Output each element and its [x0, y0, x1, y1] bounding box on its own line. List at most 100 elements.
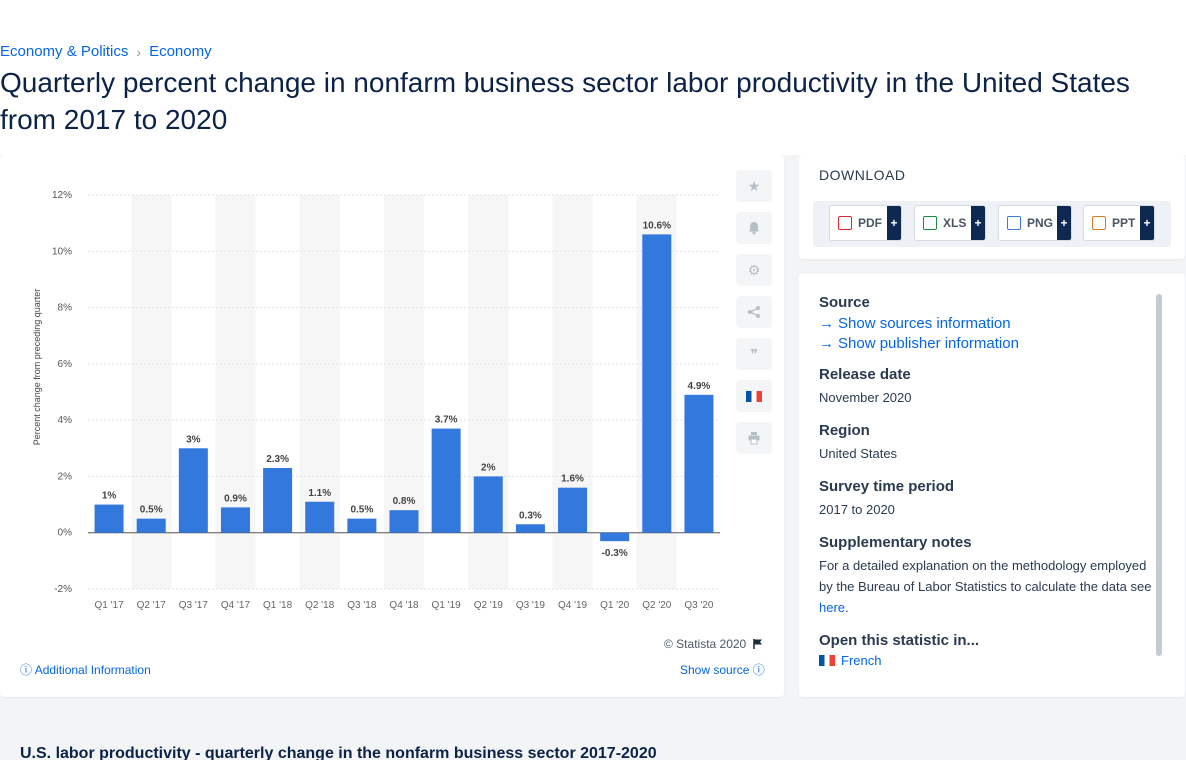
here-link[interactable]: here — [819, 600, 846, 615]
quote-icon[interactable]: ❞ — [736, 338, 772, 370]
breadcrumb-economy[interactable]: Economy — [149, 43, 212, 60]
download-pdf-label: PDF — [858, 216, 882, 230]
data-label: 1.1% — [308, 488, 331, 499]
bar[interactable] — [642, 234, 672, 533]
bar[interactable] — [389, 510, 419, 533]
region-heading: Region — [819, 422, 870, 439]
y-tick-label: 10% — [52, 246, 72, 257]
data-label: 2% — [481, 462, 496, 473]
bar[interactable] — [684, 394, 714, 533]
x-tick-label: Q4 '17 — [221, 600, 251, 611]
bar[interactable] — [600, 532, 630, 542]
y-tick-label: 4% — [58, 415, 73, 426]
top-band — [0, 0, 1186, 155]
download-xls-plus: + — [971, 206, 985, 240]
download-ppt-button[interactable]: PPT + — [1083, 205, 1155, 241]
download-pdf-plus: + — [887, 206, 901, 240]
y-tick-label: 2% — [58, 471, 73, 482]
show-source-link[interactable]: Show source ⓘ — [680, 661, 765, 678]
x-tick-label: Q3 '20 — [684, 600, 714, 611]
x-tick-label: Q2 '19 — [474, 600, 504, 611]
related-statistic-title[interactable]: U.S. labor productivity - quarterly chan… — [20, 745, 657, 760]
data-labels: 1% 0.5% 3% 0.9% 2.3% 1.1% 0.5% 0.8% 3.7% 2% 0.3% 1.… — [102, 220, 711, 559]
additional-info-label: Additional Information — [34, 663, 151, 677]
x-tick-label: Q2 '17 — [137, 600, 167, 611]
french-flag-icon[interactable] — [736, 380, 772, 412]
y-axis-label: Percent change from preceding quarter — [32, 289, 42, 446]
download-pdf-button[interactable]: PDF + — [829, 205, 902, 241]
release-date-value: November 2020 — [819, 390, 912, 405]
x-tick-labels: Q1 '17 Q2 '17 Q3 '17 Q4 '17 Q1 '18 Q2 '18 Q3 '… — [94, 600, 713, 611]
y-tick-label: 6% — [58, 359, 73, 370]
download-png-label: PNG — [1027, 216, 1054, 230]
bar[interactable] — [263, 467, 293, 533]
supplementary-notes-body: For a detailed explanation on the method… — [819, 558, 1152, 594]
survey-period-value: 2017 to 2020 — [819, 502, 895, 517]
bar[interactable] — [473, 476, 503, 533]
bar[interactable] — [178, 448, 208, 533]
y-tick-label: 0% — [58, 528, 73, 539]
x-tick-label: Q2 '20 — [642, 600, 672, 611]
x-tick-label: Q3 '18 — [347, 600, 377, 611]
pdf-file-icon — [838, 216, 852, 230]
y-tick-label: 8% — [58, 303, 73, 314]
open-french-link[interactable]: French — [819, 653, 1159, 668]
source-heading: Source — [819, 294, 870, 311]
additional-info-link[interactable]: ⓘ Additional Information — [20, 661, 151, 678]
open-statistic-heading: Open this statistic in... — [819, 632, 980, 649]
bar[interactable] — [94, 504, 124, 533]
release-date-heading: Release date — [819, 366, 911, 383]
bar[interactable] — [558, 487, 588, 533]
x-tick-label: Q3 '19 — [516, 600, 546, 611]
download-xls-button[interactable]: XLS + — [914, 205, 986, 241]
data-label: 1% — [102, 491, 117, 502]
x-tick-label: Q1 '19 — [432, 600, 462, 611]
data-label: 0.3% — [519, 510, 542, 521]
bar[interactable] — [347, 518, 377, 533]
info-circle-icon: ⓘ — [20, 663, 33, 677]
gear-icon[interactable]: ⚙ — [736, 254, 772, 286]
chart-bars — [94, 234, 714, 542]
show-publisher-link[interactable]: → Show publisher information — [819, 335, 1159, 352]
data-label: 0.8% — [393, 496, 416, 507]
x-tick-label: Q4 '19 — [558, 600, 588, 611]
y-tick-labels: 12% 10% 8% 6% 4% 2% 0% -2% — [52, 190, 72, 595]
page-title: Quarterly percent change in nonfarm busi… — [0, 67, 1130, 135]
data-label: 10.6% — [643, 220, 671, 231]
download-heading: DOWNLOAD — [819, 167, 906, 183]
bar[interactable] — [515, 524, 545, 533]
info-circle-icon: ⓘ — [752, 663, 765, 677]
statistic-info-scroll[interactable]: Source → Show sources information → Show… — [819, 294, 1159, 679]
data-label: 1.6% — [561, 474, 584, 485]
download-png-button[interactable]: PNG + — [998, 205, 1072, 241]
x-tick-label: Q1 '17 — [94, 600, 124, 611]
download-ppt-plus: + — [1140, 206, 1154, 240]
bar[interactable] — [220, 507, 250, 533]
x-tick-label: Q1 '20 — [600, 600, 630, 611]
ppt-file-icon — [1092, 216, 1106, 230]
data-label: 0.5% — [350, 505, 373, 516]
flag-icon[interactable] — [752, 638, 764, 650]
data-label: 0.5% — [140, 505, 163, 516]
bar[interactable] — [305, 501, 335, 533]
download-card: DOWNLOAD PDF + XLS + PNG + PPT + — [799, 155, 1185, 259]
french-flag-icon — [819, 655, 835, 666]
breadcrumb: Economy & Politics › Economy — [0, 43, 212, 60]
bar[interactable] — [431, 428, 461, 533]
data-label: 3% — [186, 434, 201, 445]
breadcrumb-economy-politics[interactable]: Economy & Politics — [0, 43, 129, 60]
arrow-right-icon: → — [819, 315, 834, 332]
star-icon[interactable]: ★ — [736, 170, 772, 202]
download-ppt-label: PPT — [1112, 216, 1136, 230]
bar[interactable] — [136, 518, 166, 533]
show-publisher-label: Show publisher information — [838, 335, 1019, 352]
show-sources-link[interactable]: → Show sources information — [819, 315, 1159, 332]
print-icon[interactable] — [736, 422, 772, 454]
data-label: 4.9% — [688, 381, 711, 392]
download-png-plus: + — [1057, 206, 1071, 240]
share-icon[interactable] — [736, 296, 772, 328]
chart-toolbar: ★ ⚙ ❞ — [736, 170, 772, 464]
survey-period-heading: Survey time period — [819, 478, 955, 495]
bell-icon[interactable] — [736, 212, 772, 244]
info-scrollbar[interactable] — [1156, 294, 1162, 656]
